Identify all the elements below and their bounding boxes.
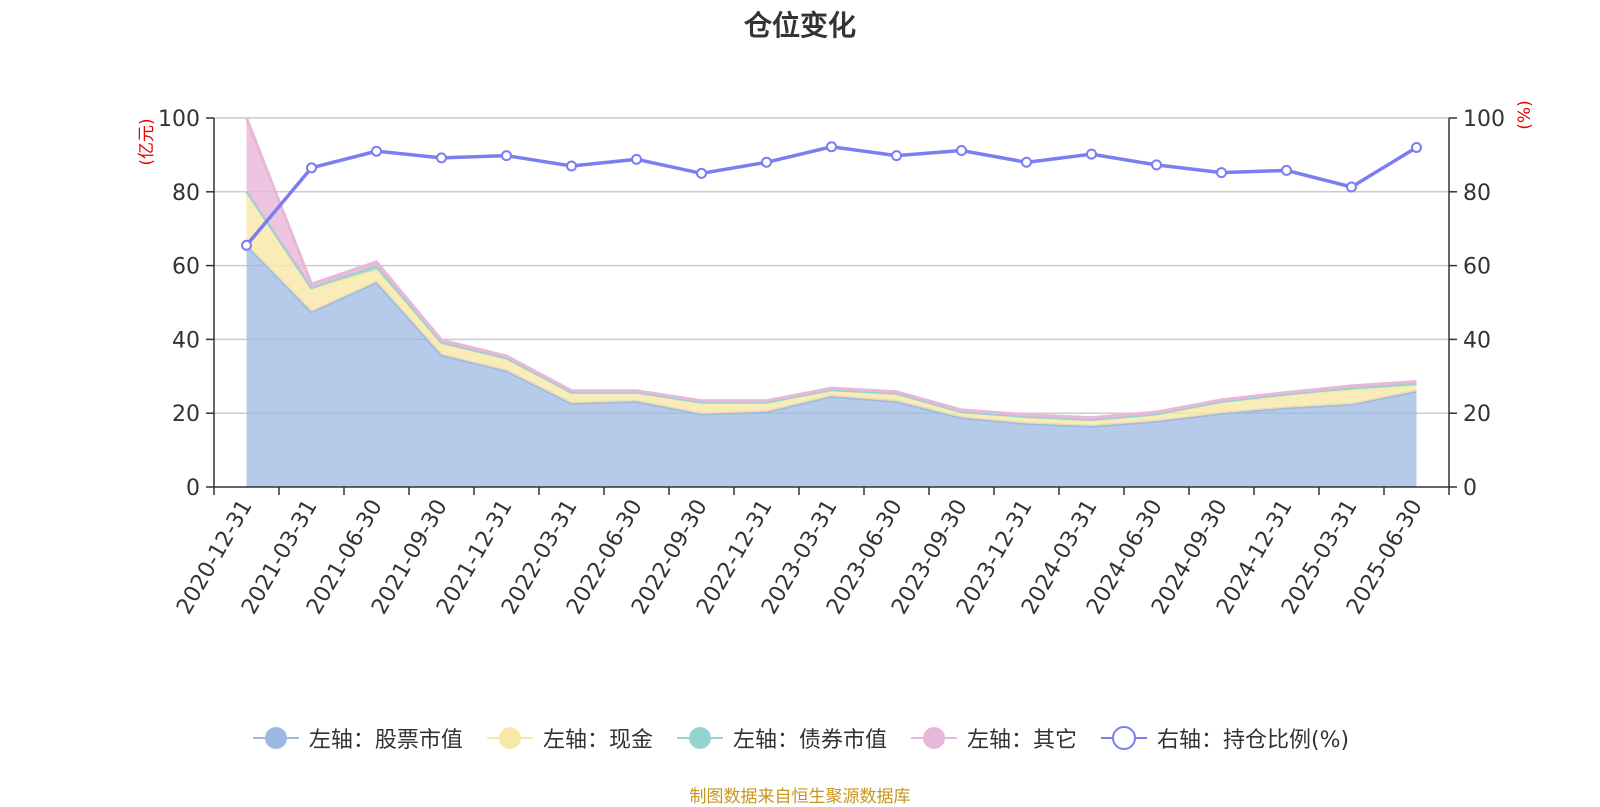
ratio-point [1021,156,1032,168]
legend-item[interactable]: 左轴：股票市值 [251,722,463,754]
legend-label: 左轴：股票市值 [308,728,463,753]
ratio-point [696,167,707,179]
legend-item[interactable]: 右轴：持仓比例(%) [1099,722,1349,754]
ratio-point [956,144,967,156]
legend-swatch-icon [676,727,723,749]
legend-swatch-icon [1100,726,1147,750]
ratio-point [631,153,642,165]
left-tick-label: 0 [186,476,200,501]
ratio-point [1151,159,1162,171]
legend-swatch-icon [910,727,957,749]
ratio-point [306,162,317,174]
area-edge-4 [245,117,1417,420]
ratio-point [1281,164,1292,176]
left-tick-label: 100 [158,107,200,132]
right-tick-label: 80 [1463,181,1491,206]
left-tick-label: 80 [172,181,200,206]
legend-label: 右轴：持仓比例(%) [1156,728,1350,753]
ratio-point [1346,181,1357,193]
right-tick-label: 100 [1463,107,1505,132]
right-tick-label: 0 [1463,476,1477,501]
legend-item[interactable]: 左轴：现金 [485,722,653,754]
ratio-point [241,239,252,251]
right-axis-unit: (%) [1515,100,1535,129]
left-axis-unit: (亿元) [137,118,157,165]
left-tick-label: 20 [172,402,200,427]
chart-title: 仓位变化 [743,9,856,42]
legend-swatch-icon [486,727,533,749]
position-ratio-line [241,141,1422,251]
legend-item[interactable]: 左轴：债券市值 [675,722,887,754]
right-tick-label: 60 [1463,255,1491,280]
left-tick-label: 60 [172,255,200,280]
left-tick-label: 40 [172,328,200,353]
legend-label: 左轴：其它 [966,728,1077,753]
legend-swatch-icon [252,727,299,749]
stacked-areas [245,117,1417,487]
ratio-point [826,141,837,153]
ratio-point [1411,142,1422,154]
ratio-point [1086,148,1097,160]
legend-label: 左轴：债券市值 [732,728,887,753]
ratio-point [371,145,382,157]
right-tick-label: 20 [1463,402,1491,427]
ratio-point [566,160,577,172]
ratio-point [501,150,512,162]
ratio-line [245,145,1418,247]
legend: 左轴：股票市值 左轴：现金 左轴：债券市值 左轴：其它 右轴：持仓比例(%) [0,722,1600,754]
area-1 [246,245,1417,487]
ratio-point [891,150,902,162]
area-2 [246,191,1417,427]
right-tick-label: 40 [1463,328,1491,353]
source-note: 制图数据来自恒生聚源数据库 [689,787,911,807]
ratio-point [761,156,772,168]
legend-label: 左轴：现金 [542,728,653,753]
ratio-point [1216,167,1227,179]
ratio-point [436,152,447,164]
legend-item[interactable]: 左轴：其它 [909,722,1077,754]
